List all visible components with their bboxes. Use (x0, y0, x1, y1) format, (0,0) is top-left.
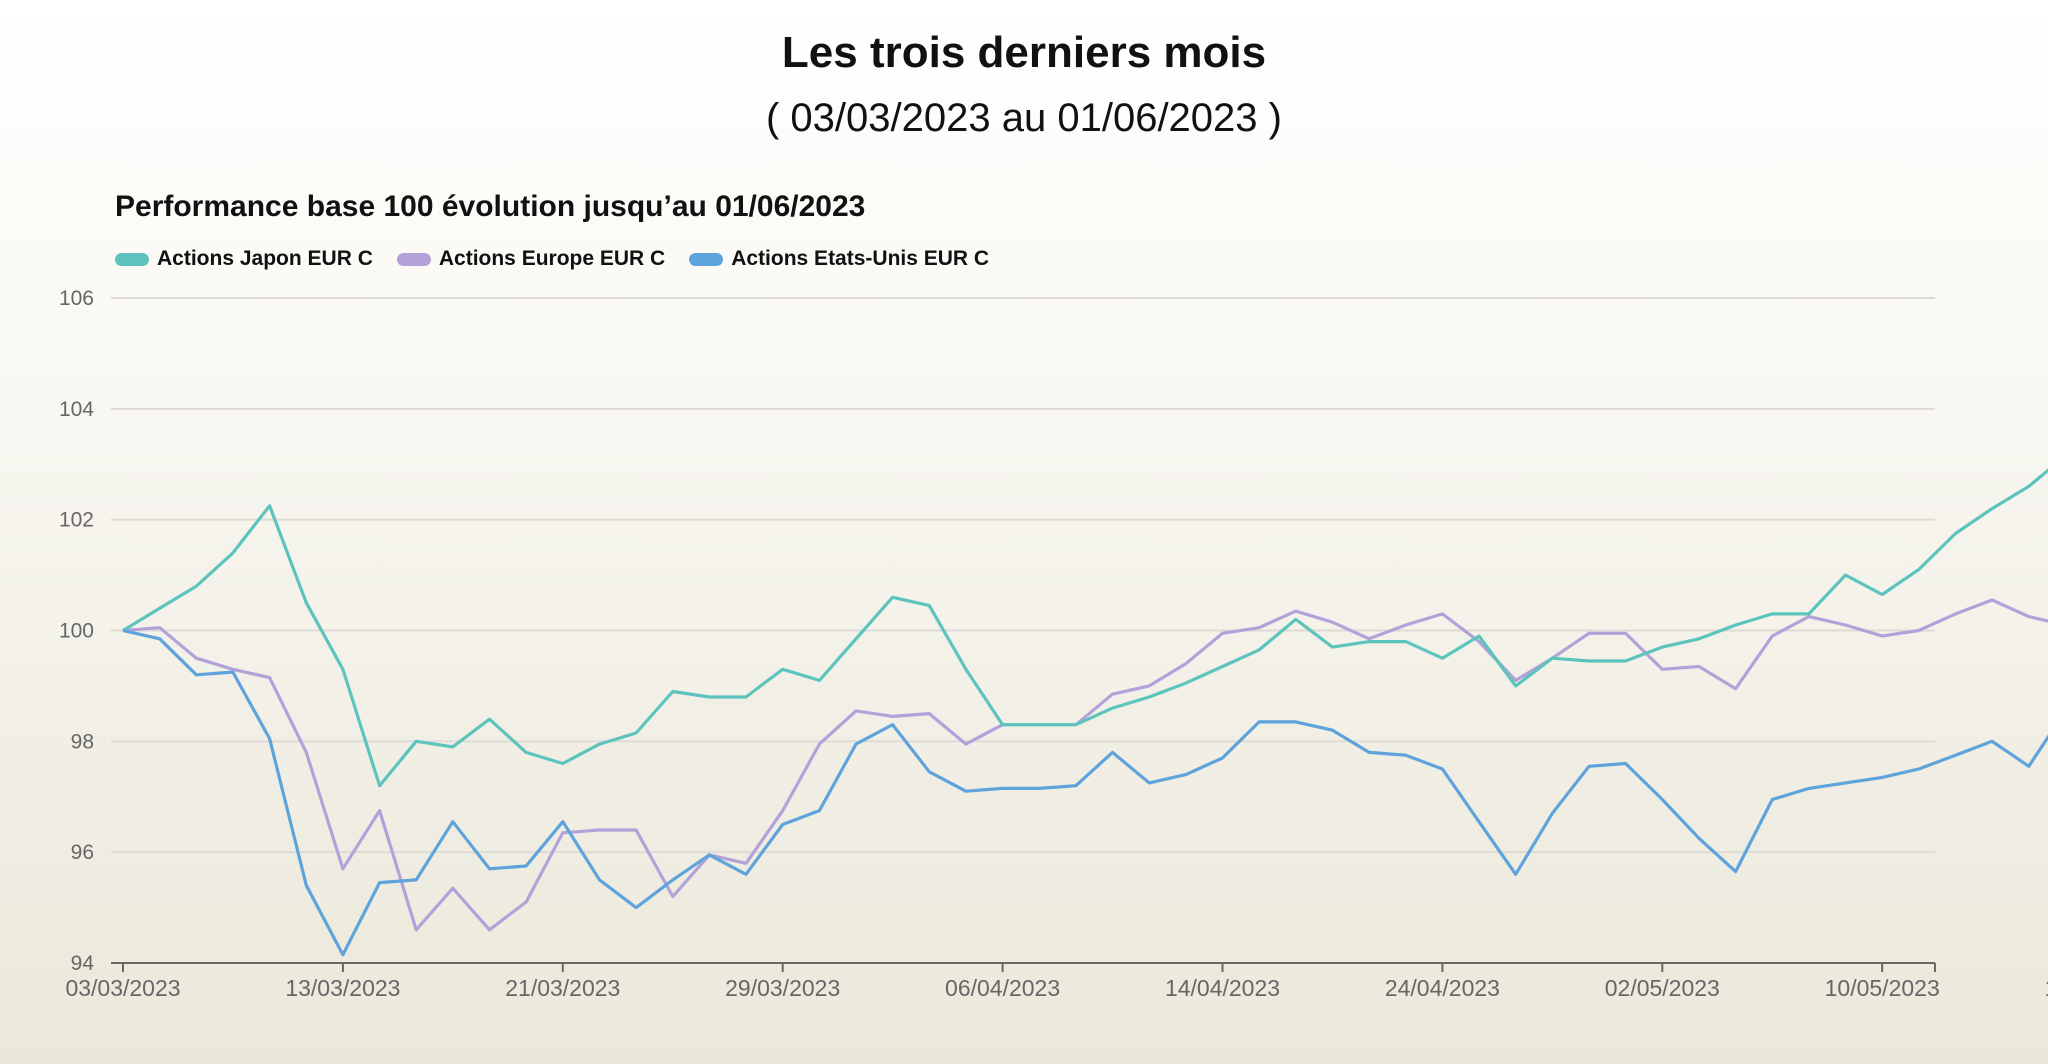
legend-swatch-europe (396, 252, 431, 266)
y-tick-label: 100 (59, 620, 94, 643)
x-tick-label: 29/03/2023 (725, 975, 840, 1001)
x-tick-label: 13/03/2023 (285, 975, 400, 1001)
x-tick-label: 18/05/2023 (2045, 975, 2048, 1001)
y-tick-label: 96 (71, 841, 94, 864)
legend-swatch-etats-unis (689, 252, 724, 266)
x-tick-label: 10/05/2023 (1825, 975, 1940, 1001)
page-title: Les trois derniers mois (781, 28, 1267, 77)
series-line-europe (122, 598, 2048, 932)
x-tick-label: 03/03/2023 (65, 975, 180, 1001)
legend-item-japon[interactable]: Actions Japon EUR C (115, 247, 373, 271)
y-tick-label: 102 (59, 509, 94, 532)
chart-legend: Actions Japon EUR C Actions Europe EUR C… (115, 247, 989, 271)
x-tick-label: 02/05/2023 (1605, 975, 1720, 1001)
legend-swatch-japon (115, 252, 149, 266)
legend-item-etats-unis[interactable]: Actions Etats-Unis EUR C (689, 247, 989, 271)
y-tick-label: 106 (59, 287, 94, 310)
legend-item-europe[interactable]: Actions Europe EUR C (396, 247, 666, 271)
series-line-japon (122, 468, 2048, 788)
y-tick-label: 104 (59, 398, 94, 421)
series-line-etats-unis (122, 628, 2048, 957)
x-tick-label: 14/04/2023 (1165, 975, 1280, 1001)
date-range-subtitle: ( 03/03/2023 au 01/06/2023 ) (766, 96, 1282, 140)
x-tick-label: 06/04/2023 (945, 975, 1060, 1001)
legend-label-europe: Actions Europe EUR C (438, 247, 666, 270)
chart-title: Performance base 100 évolution jusqu’au … (115, 190, 866, 223)
x-tick-label: 21/03/2023 (505, 975, 620, 1001)
legend-label-etats-unis: Actions Etats-Unis EUR C (731, 247, 990, 270)
x-tick-label: 24/04/2023 (1385, 975, 1500, 1001)
y-tick-label: 94 (71, 952, 95, 975)
legend-label-japon: Actions Japon EUR C (157, 247, 373, 270)
y-tick-label: 98 (71, 730, 94, 753)
